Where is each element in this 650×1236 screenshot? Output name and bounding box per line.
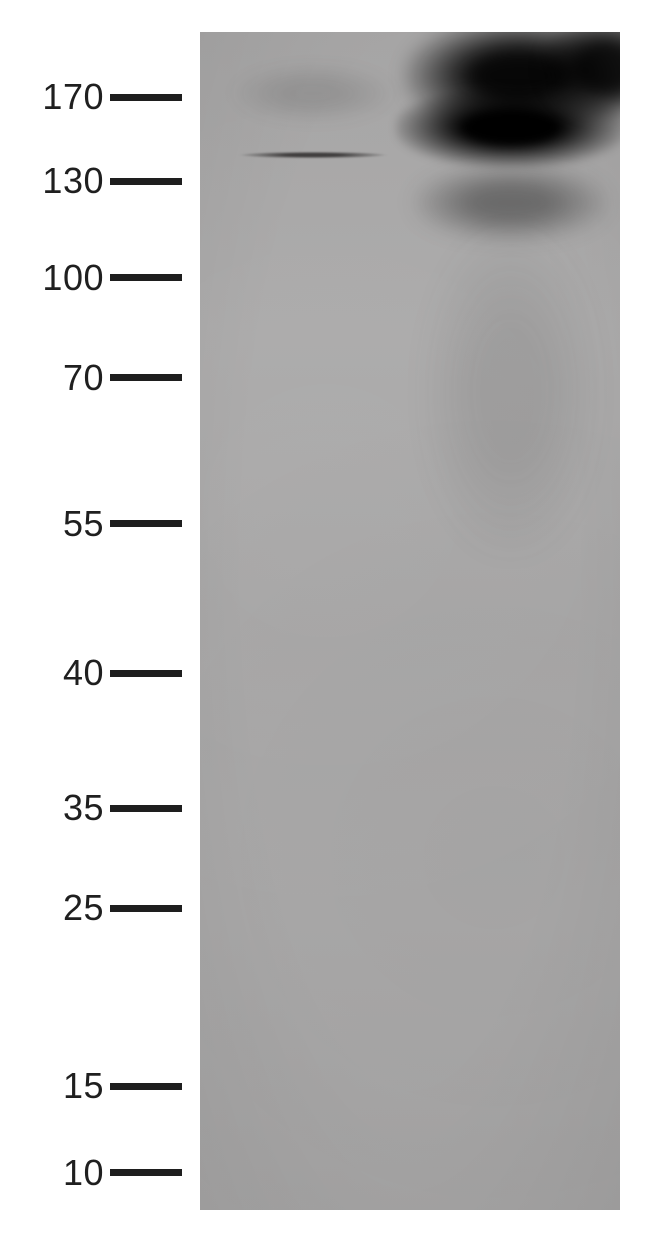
ladder-row: 100 [0,257,200,299]
ladder-label: 70 [0,357,110,399]
ladder-tick [110,94,182,101]
blot-band [234,65,394,122]
ladder-label: 35 [0,787,110,829]
ladder-label: 170 [0,76,110,118]
molecular-weight-ladder: 170 130 100 70 55 40 35 25 15 10 [0,0,200,1236]
ladder-row: 35 [0,787,200,829]
ladder-label: 55 [0,503,110,545]
ladder-tick [110,274,182,281]
ladder-label: 100 [0,257,110,299]
ladder-row: 130 [0,160,200,202]
ladder-tick [110,374,182,381]
ladder-tick [110,1083,182,1090]
ladder-tick [110,178,182,185]
ladder-label: 10 [0,1152,110,1194]
ladder-label: 130 [0,160,110,202]
ladder-tick [110,520,182,527]
ladder-label: 40 [0,652,110,694]
ladder-label: 15 [0,1065,110,1107]
ladder-row: 70 [0,357,200,399]
blot-band [242,151,385,158]
ladder-row: 40 [0,652,200,694]
ladder-row: 170 [0,76,200,118]
ladder-tick [110,1169,182,1176]
ladder-tick [110,805,182,812]
ladder-row: 55 [0,503,200,545]
ladder-tick [110,905,182,912]
western-blot-panel [200,32,620,1210]
ladder-label: 25 [0,887,110,929]
ladder-tick [110,670,182,677]
ladder-row: 15 [0,1065,200,1107]
ladder-row: 25 [0,887,200,929]
ladder-row: 10 [0,1152,200,1194]
blot-band [423,226,599,556]
